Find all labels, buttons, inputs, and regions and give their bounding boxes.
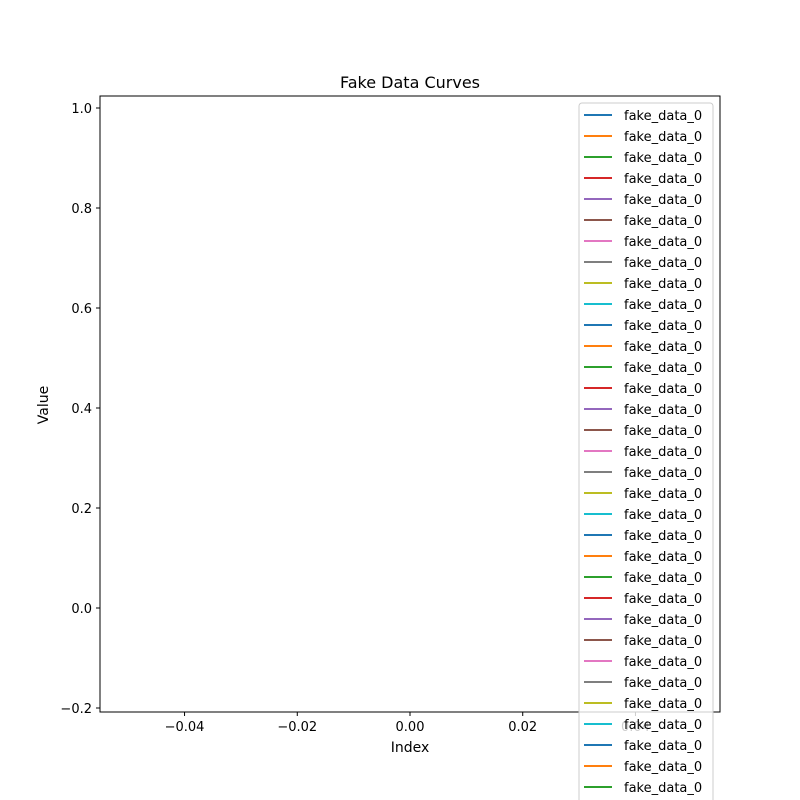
legend-entry-label: fake_data_0 [624,718,702,733]
y-tick-label: 0.2 [71,502,92,517]
legend-entry-label: fake_data_0 [624,361,702,376]
legend-entry-label: fake_data_0 [624,214,702,229]
legend-entry-label: fake_data_0 [624,550,702,565]
chart-title: Fake Data Curves [340,73,480,92]
legend-entry-label: fake_data_0 [624,403,702,418]
y-tick-label: 0.0 [71,602,92,617]
legend-entry-label: fake_data_0 [624,697,702,712]
legend-entry-label: fake_data_0 [624,151,702,166]
legend-entry-label: fake_data_0 [624,592,702,607]
legend-entry-label: fake_data_0 [624,172,702,187]
legend-entry-label: fake_data_0 [624,424,702,439]
legend-entry-label: fake_data_0 [624,571,702,586]
legend: fake_data_0 fake_data_0 fake_data_0 fake_da… [578,102,714,800]
y-tick-label: 0.4 [71,402,92,417]
legend-entry-label: fake_data_0 [624,109,702,124]
legend-entry-label: fake_data_0 [624,634,702,649]
legend-box [578,102,714,800]
y-axis-label: Value [36,386,52,424]
legend-entry-label: fake_data_0 [624,781,702,796]
legend-entry-label: fake_data_0 [624,382,702,397]
legend-entry-label: fake_data_0 [624,235,702,250]
legend-entry-label: fake_data_0 [624,340,702,355]
legend-entry-label: fake_data_0 [624,193,702,208]
x-tick-label: −0.04 [165,720,205,735]
y-tick-label: −0.2 [60,702,92,717]
legend-entry-label: fake_data_0 [624,130,702,145]
legend-entry-label: fake_data_0 [624,676,702,691]
legend-entry-label: fake_data_0 [624,613,702,628]
legend-entry-label: fake_data_0 [624,277,702,292]
legend-entry-label: fake_data_0 [624,298,702,313]
y-tick-label: 0.6 [71,302,92,317]
y-tick-label: 1.0 [71,102,92,117]
legend-entry-label: fake_data_0 [624,760,702,775]
x-axis-label: Index [391,740,430,756]
legend-entry-label: fake_data_0 [624,508,702,523]
x-tick-label: 0.00 [396,720,425,735]
legend-entry-label: fake_data_0 [624,466,702,481]
legend-entry-label: fake_data_0 [624,655,702,670]
legend-entry-label: fake_data_0 [624,445,702,460]
y-tick-label: 0.8 [71,202,92,217]
x-tick-label: −0.02 [277,720,317,735]
legend-entry-label: fake_data_0 [624,529,702,544]
legend-entry-label: fake_data_0 [624,256,702,271]
legend-entry-label: fake_data_0 [624,319,702,334]
legend-entry-label: fake_data_0 [624,487,702,502]
x-tick-label: 0.02 [508,720,537,735]
legend-entry-label: fake_data_0 [624,739,702,754]
